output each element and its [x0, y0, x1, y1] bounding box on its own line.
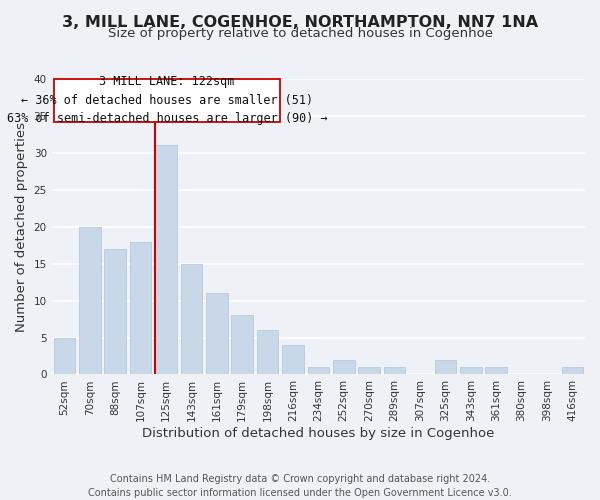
Bar — [460, 367, 482, 374]
Bar — [434, 360, 456, 374]
Bar — [232, 316, 253, 374]
Bar — [485, 367, 507, 374]
Bar — [257, 330, 278, 374]
Text: Size of property relative to detached houses in Cogenhoe: Size of property relative to detached ho… — [107, 28, 493, 40]
Text: 3 MILL LANE: 122sqm
← 36% of detached houses are smaller (51)
63% of semi-detach: 3 MILL LANE: 122sqm ← 36% of detached ho… — [7, 76, 327, 126]
Bar — [282, 345, 304, 374]
Bar — [308, 367, 329, 374]
Bar — [53, 338, 75, 374]
Text: 3, MILL LANE, COGENHOE, NORTHAMPTON, NN7 1NA: 3, MILL LANE, COGENHOE, NORTHAMPTON, NN7… — [62, 15, 538, 30]
Text: Contains HM Land Registry data © Crown copyright and database right 2024.
Contai: Contains HM Land Registry data © Crown c… — [88, 474, 512, 498]
Bar — [562, 367, 583, 374]
Bar — [358, 367, 380, 374]
Bar — [53, 79, 280, 122]
Bar — [384, 367, 406, 374]
Bar — [104, 249, 126, 374]
Bar — [333, 360, 355, 374]
Y-axis label: Number of detached properties: Number of detached properties — [15, 122, 28, 332]
X-axis label: Distribution of detached houses by size in Cogenhoe: Distribution of detached houses by size … — [142, 427, 494, 440]
Bar — [206, 293, 227, 374]
Bar — [155, 146, 177, 374]
Bar — [79, 226, 101, 374]
Bar — [181, 264, 202, 374]
Bar — [130, 242, 151, 374]
